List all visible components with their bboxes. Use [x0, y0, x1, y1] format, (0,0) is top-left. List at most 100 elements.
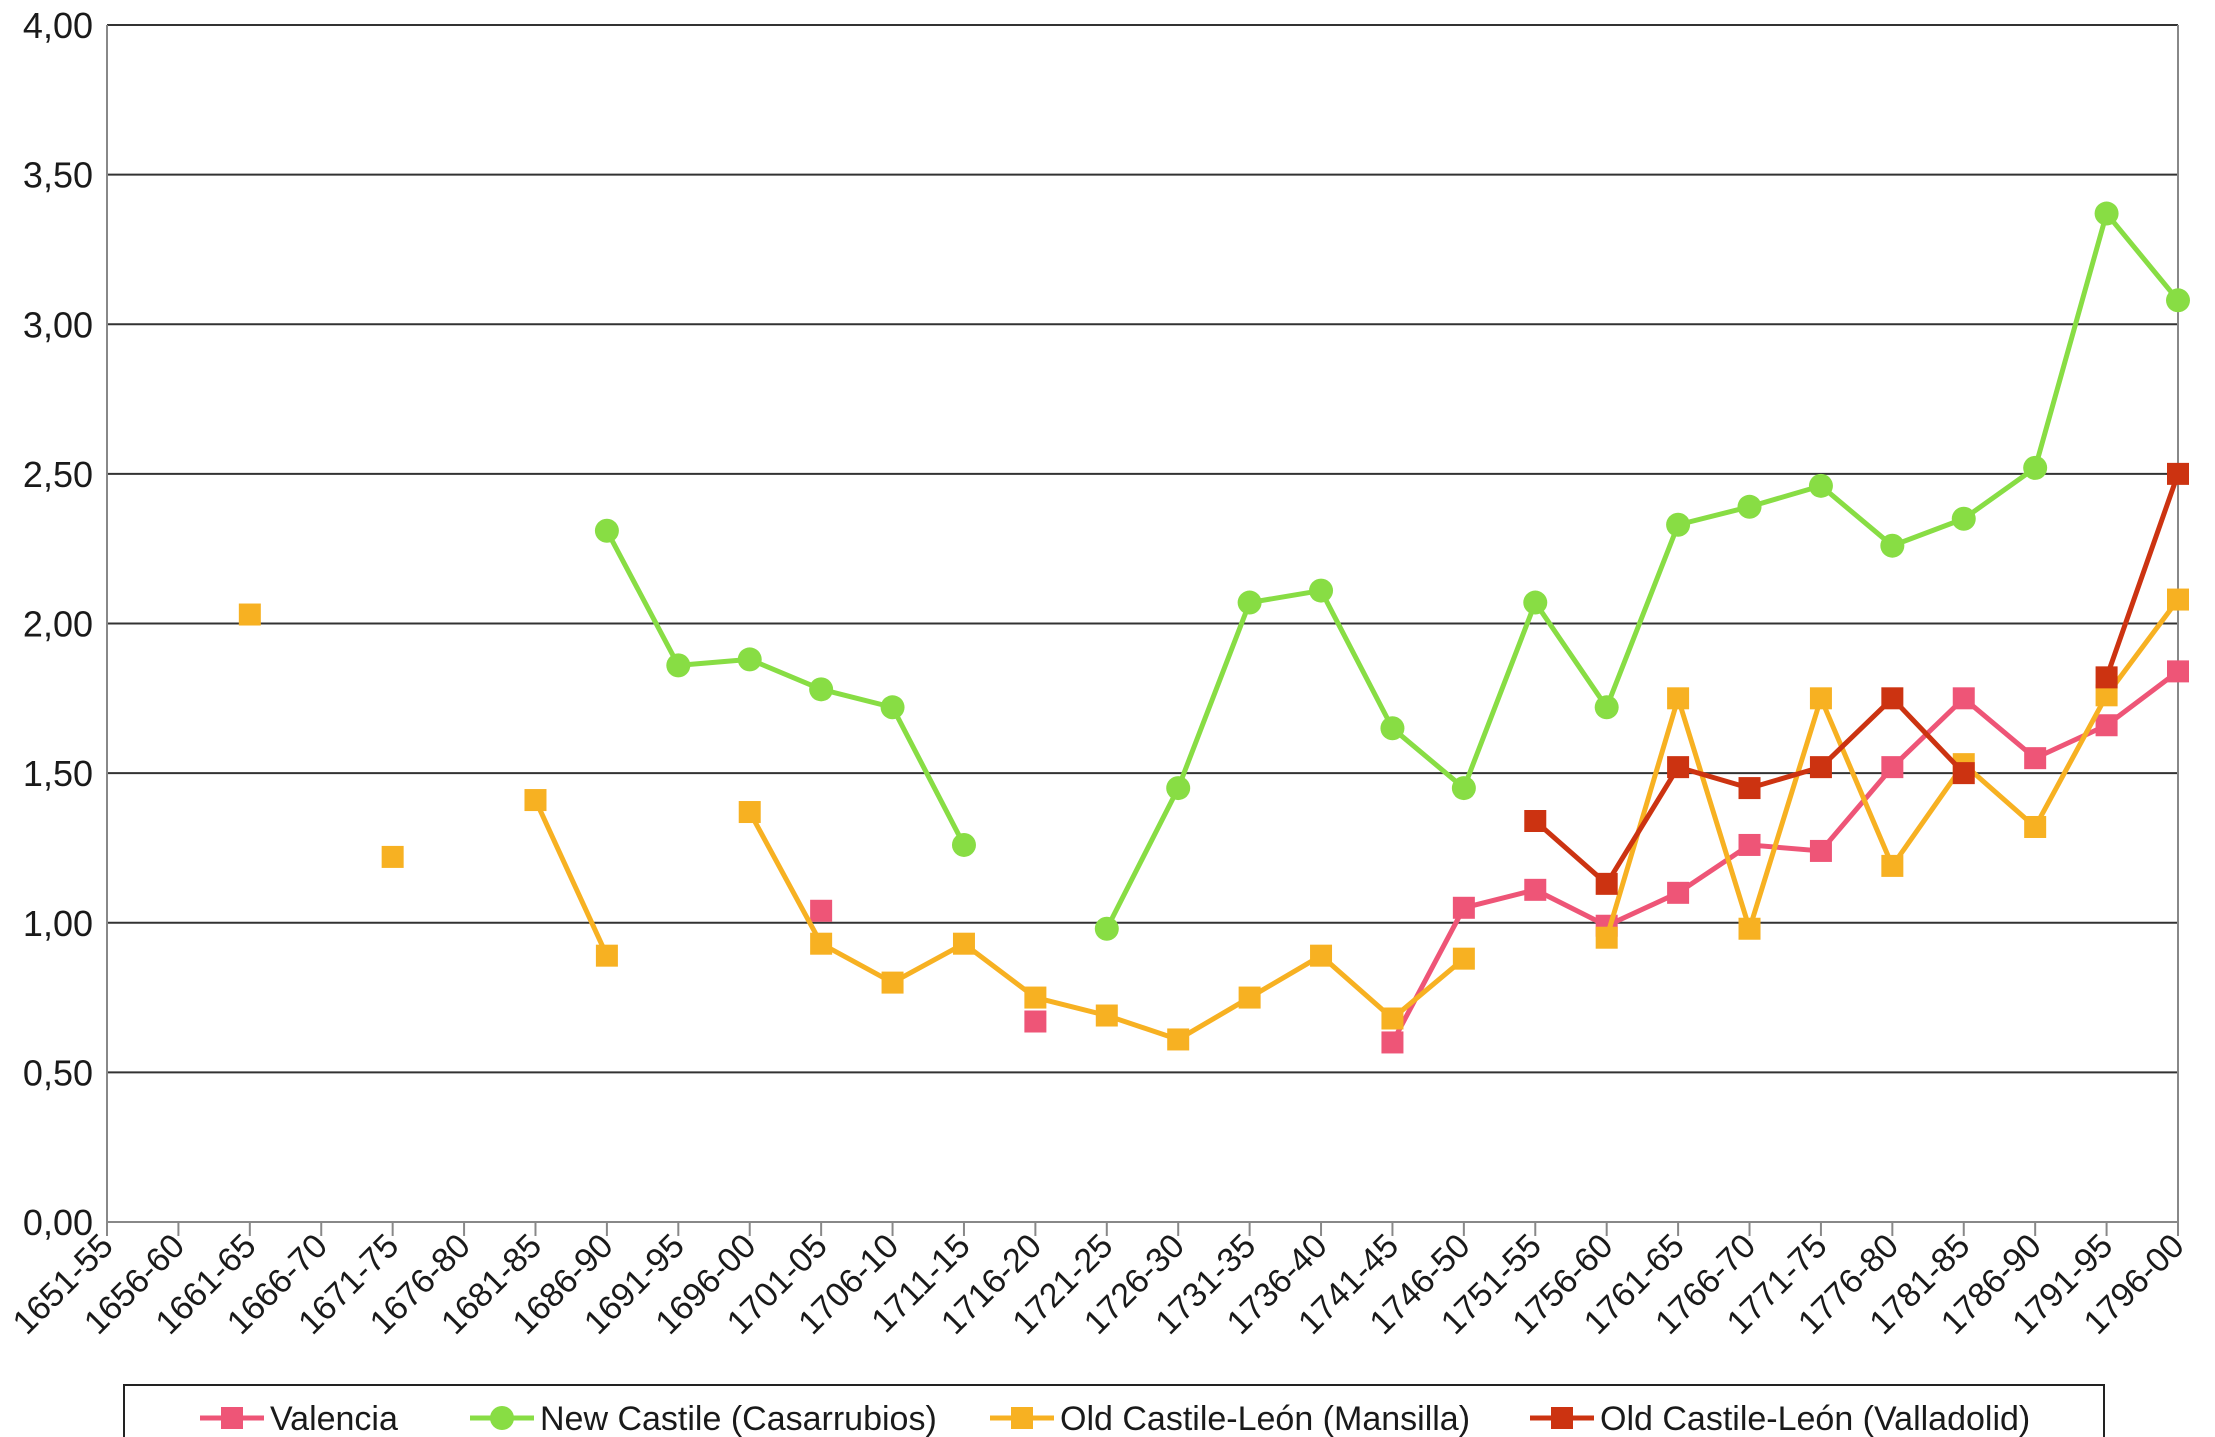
data-point	[1309, 578, 1334, 603]
y-tick-label: 0,00	[23, 1202, 93, 1243]
data-point	[2167, 588, 2189, 611]
data-point	[1024, 986, 1047, 1009]
legend-item-3: Old Castile-León (Mansilla)	[990, 1400, 1470, 1437]
data-point	[2024, 815, 2047, 838]
data-point	[1881, 687, 1904, 710]
data-point	[1809, 756, 1832, 779]
data-point	[1524, 878, 1547, 901]
data-point	[1594, 695, 1619, 720]
data-point	[1595, 872, 1618, 895]
data-point	[1094, 916, 1119, 941]
y-tick-label: 3,00	[23, 304, 93, 345]
data-point	[2167, 462, 2189, 485]
data-point	[1738, 833, 1761, 856]
data-point	[1952, 687, 1975, 710]
data-point	[810, 899, 833, 922]
data-point	[1524, 810, 1547, 833]
legend-item-4: Old Castile-León (Valladolid)	[1530, 1400, 2030, 1437]
data-point	[1880, 533, 1905, 558]
y-tick-label: 2,50	[23, 454, 93, 495]
data-point	[238, 603, 261, 626]
data-point	[1452, 896, 1475, 919]
data-point	[594, 518, 619, 543]
data-point	[2094, 201, 2119, 226]
data-point	[1952, 762, 1975, 785]
legend-label: Valencia	[270, 1400, 398, 1437]
legend-swatch-marker	[490, 1406, 514, 1430]
data-point	[1738, 917, 1761, 940]
data-point	[1667, 881, 1690, 904]
legend-swatch-marker	[221, 1407, 243, 1429]
legend-item-2: New Castile (Casarrubios)	[470, 1400, 937, 1437]
data-point	[1737, 494, 1762, 519]
legend-label: New Castile (Casarrubios)	[540, 1400, 937, 1437]
data-point	[524, 789, 547, 812]
data-point	[2095, 714, 2118, 737]
data-point	[2024, 747, 2047, 770]
grid-lines	[107, 24, 2178, 1074]
data-point	[1380, 716, 1405, 741]
series-3	[238, 588, 2189, 1051]
data-point	[809, 677, 834, 702]
y-tick-label: 1,00	[23, 903, 93, 944]
series-4	[1524, 462, 2189, 895]
y-tick-labels: 0,00 0,50 1,00 1,50 2,00 2,50 3,00 3,50 4,00	[23, 5, 93, 1243]
legend-label: Old Castile-León (Valladolid)	[1600, 1400, 2030, 1437]
series-line	[1389, 668, 2181, 1045]
y-tick-label: 2,00	[23, 604, 93, 645]
series-2	[594, 201, 2190, 941]
series-line	[532, 797, 610, 959]
data-point	[738, 801, 761, 824]
data-point	[880, 695, 905, 720]
data-point	[1809, 687, 1832, 710]
data-point	[2023, 455, 2048, 480]
data-point	[1595, 926, 1618, 949]
legend-box	[123, 1384, 2105, 1437]
axes	[106, 25, 2179, 1236]
legend: Valencia New Castile (Casarrubios) Old Cas…	[123, 1384, 2105, 1437]
data-point	[2167, 660, 2189, 683]
data-point	[1738, 777, 1761, 800]
y-tick-label: 4,00	[23, 5, 93, 46]
data-point	[1881, 756, 1904, 779]
data-point	[881, 971, 904, 994]
data-point	[1809, 839, 1832, 862]
data-point	[1238, 986, 1261, 1009]
data-point	[381, 845, 404, 868]
series-line	[604, 528, 967, 848]
series-line	[2104, 471, 2181, 680]
legend-label: Old Castile-León (Mansilla)	[1060, 1400, 1470, 1437]
data-point	[1451, 776, 1476, 801]
data-point	[595, 944, 618, 967]
series-1	[810, 660, 2189, 1054]
data-point	[1808, 473, 1833, 498]
data-point	[666, 653, 691, 678]
series-line	[1104, 211, 2181, 932]
data-point	[951, 832, 976, 857]
data-point	[1381, 1007, 1404, 1030]
data-point	[2095, 666, 2118, 689]
data-point	[1667, 687, 1690, 710]
data-point	[1452, 947, 1475, 970]
y-tick-label: 0,50	[23, 1052, 93, 1093]
y-tick-label: 1,50	[23, 753, 93, 794]
data-point	[1166, 776, 1191, 801]
series-layer	[238, 201, 2190, 1054]
data-point	[1310, 944, 1333, 967]
data-point	[2166, 288, 2190, 313]
data-point	[952, 932, 975, 955]
legend-swatch-marker	[1011, 1407, 1033, 1429]
y-tick-label: 3,50	[23, 155, 93, 196]
data-point	[1951, 506, 1976, 531]
data-point	[737, 647, 762, 672]
x-tick-labels: 1651-551656-601661-651666-701671-751676-…	[6, 1227, 2192, 1342]
data-point	[1666, 512, 1691, 537]
data-point	[810, 932, 833, 955]
data-point	[1095, 1004, 1118, 1027]
data-point	[1523, 590, 1548, 615]
data-point	[1381, 1031, 1404, 1054]
legend-item-1: Valencia	[200, 1400, 398, 1437]
legend-swatch-marker	[1551, 1407, 1573, 1429]
data-point	[1024, 1010, 1047, 1033]
data-point	[1237, 590, 1262, 615]
